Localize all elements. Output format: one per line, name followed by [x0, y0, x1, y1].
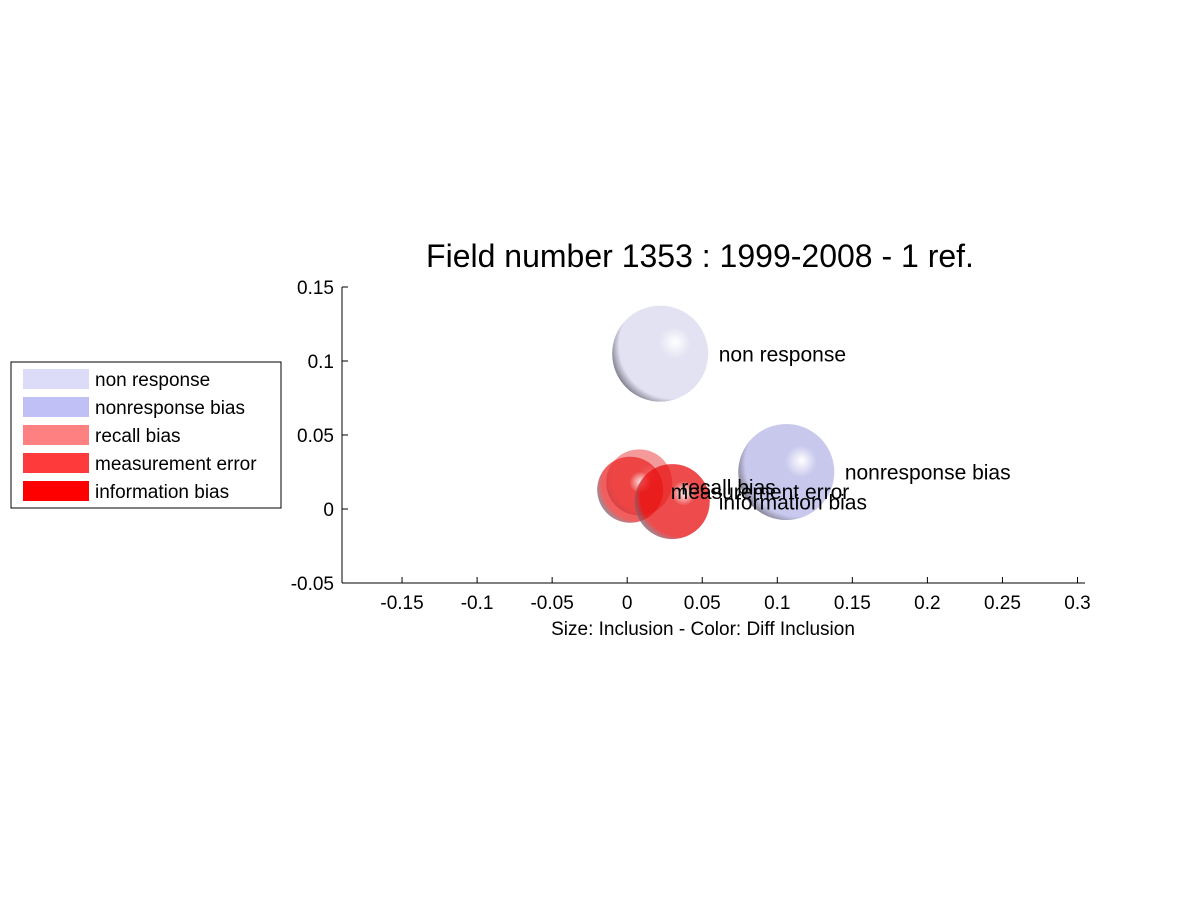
x-tick-label: 0.2 — [914, 593, 940, 614]
bubble — [738, 423, 835, 521]
legend-label: measurement error — [95, 454, 257, 475]
point-label: information bias — [719, 491, 867, 514]
x-tick-label: 0 — [622, 593, 633, 614]
bubbles — [597, 305, 835, 540]
x-tick-label: 0.05 — [684, 593, 721, 614]
x-tick-label: -0.15 — [380, 593, 423, 614]
legend-swatch — [23, 425, 89, 445]
legend-label: nonresponse bias — [95, 398, 245, 419]
legend-label: information bias — [95, 482, 229, 503]
legend-swatch — [23, 397, 89, 417]
x-axis-label: Size: Inclusion - Color: Diff Inclusion — [551, 619, 855, 640]
y-tick-label: -0.05 — [291, 574, 334, 595]
point-label: recall bias — [681, 477, 776, 500]
x-tick-label: 0.15 — [834, 593, 871, 614]
point-label: measurement error — [671, 481, 850, 504]
x-tick-label: -0.05 — [530, 593, 573, 614]
y-tick-label: 0.1 — [308, 352, 334, 373]
legend-swatch — [23, 369, 89, 389]
bubble — [634, 464, 710, 540]
legend-swatch — [23, 481, 89, 501]
x-tick-label: -0.1 — [461, 593, 494, 614]
point-labels: non response nonresponse bias recall biasm… — [671, 343, 1011, 514]
y-tick-label: 0.05 — [297, 426, 334, 447]
legend-swatch — [23, 453, 89, 473]
x-tick-label: 0.1 — [764, 593, 790, 614]
chart-title: Field number 1353 : 1999-2008 - 1 ref. — [426, 238, 974, 274]
y-tick-label: 0 — [323, 500, 334, 521]
axes: -0.15 -0.1 -0.05 0 0.05 0.1 0.15 0.2 0.25 0.3 -0.0… — [291, 278, 1091, 614]
x-tick-label: 0.3 — [1064, 593, 1090, 614]
legend: non response nonresponse bias recall bias m… — [10, 361, 282, 509]
legend-label: recall bias — [95, 426, 181, 447]
legend-label: non response — [95, 370, 210, 391]
point-label: non response — [719, 343, 846, 366]
x-tick-label: 0.25 — [984, 593, 1021, 614]
y-tick-label: 0.15 — [297, 278, 334, 299]
bubble — [612, 305, 709, 402]
point-label: nonresponse bias — [845, 462, 1011, 485]
